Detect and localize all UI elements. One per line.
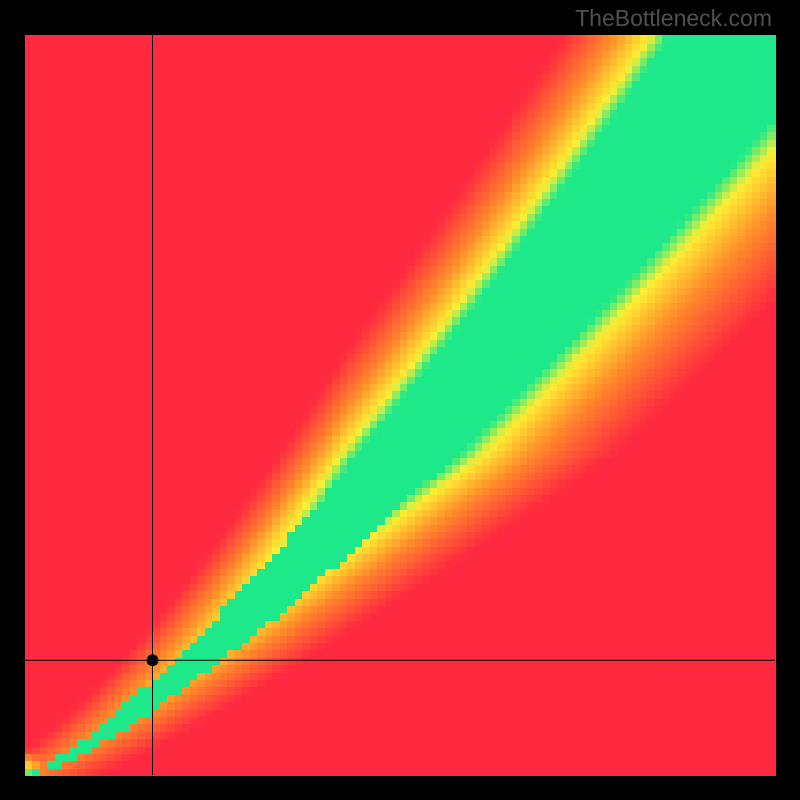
chart-container: { "type": "heatmap", "watermark": "TheBo… [0,0,800,800]
watermark-text: TheBottleneck.com [575,5,772,32]
bottleneck-heatmap [0,0,800,800]
